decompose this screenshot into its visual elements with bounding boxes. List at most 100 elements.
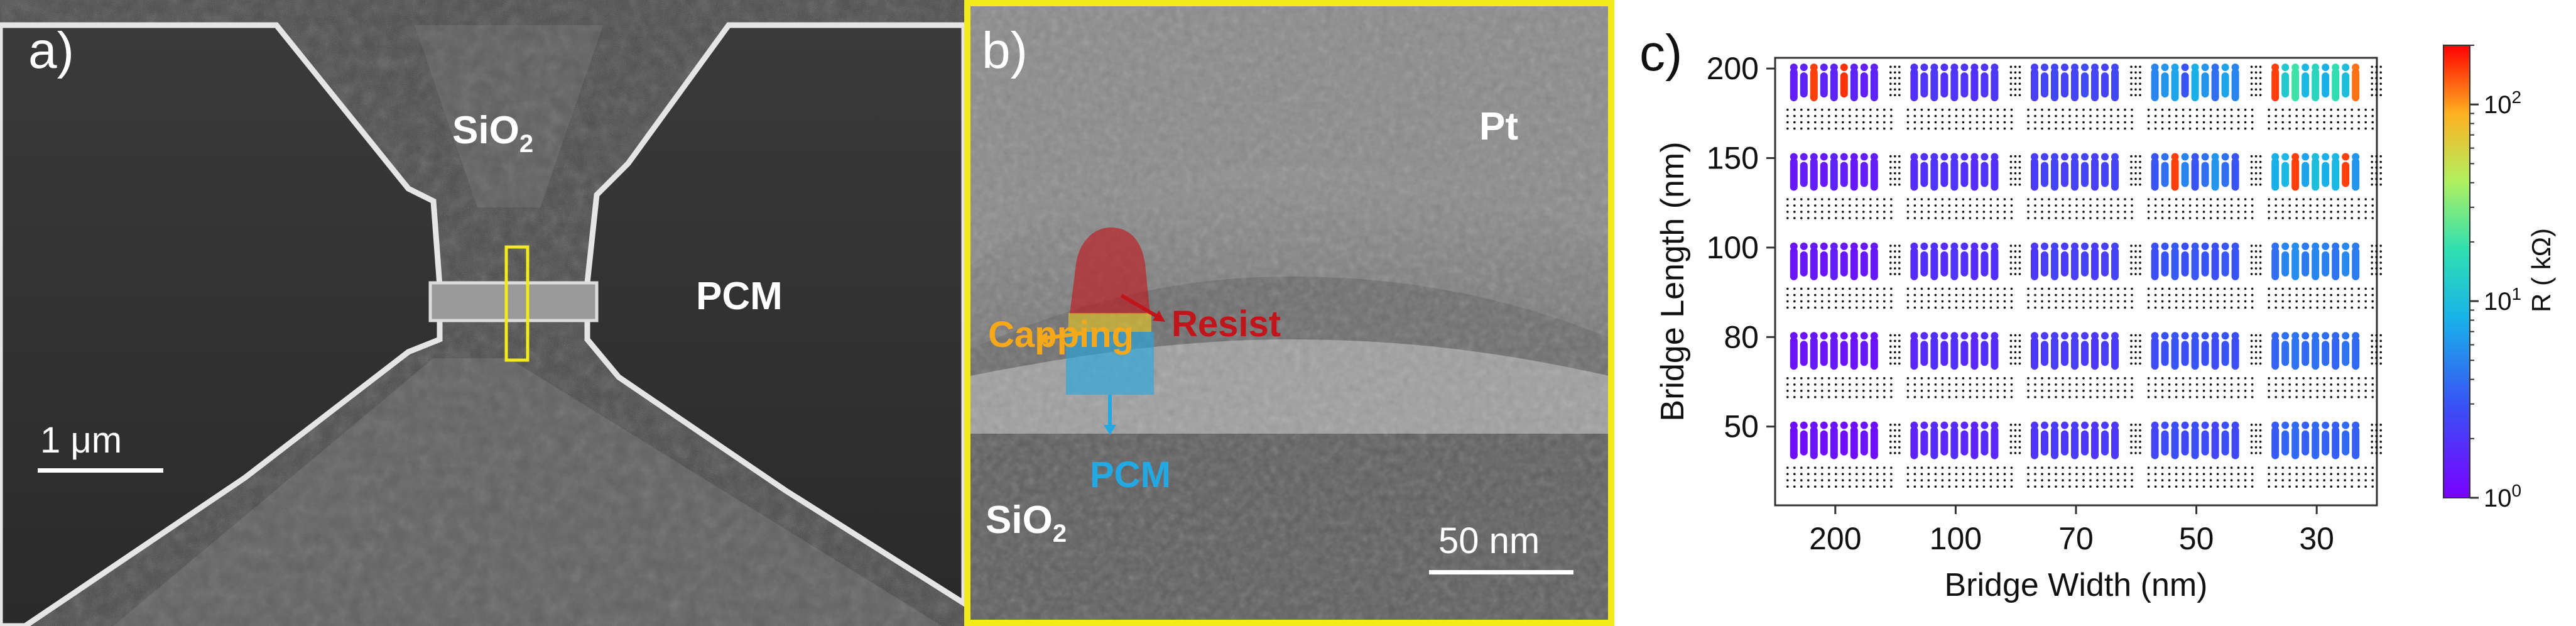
contact-dot	[2316, 485, 2318, 488]
contact-dot	[2182, 204, 2185, 207]
contact-dot	[1989, 383, 1992, 386]
contact-dot	[2250, 429, 2253, 432]
device-pad	[2171, 337, 2179, 370]
contact-dot	[2309, 306, 2312, 309]
contact-dot	[2371, 211, 2374, 213]
contact-dot	[2302, 114, 2305, 118]
contact-dot	[2117, 198, 2119, 200]
contact-dot	[2364, 389, 2367, 392]
contact-dot	[2009, 267, 2013, 270]
contact-dot	[2154, 204, 2157, 207]
contact-dot	[2161, 294, 2164, 297]
contact-dot	[2295, 389, 2298, 392]
contact-dot	[1975, 395, 1979, 398]
contact-dot	[1807, 389, 1810, 392]
device-pad	[2191, 426, 2199, 459]
contact-dot	[2209, 485, 2212, 488]
contact-dot	[1941, 294, 1944, 297]
contact-dot	[2295, 395, 2298, 398]
device-marker	[2151, 153, 2159, 161]
contact-dot	[2223, 127, 2226, 130]
left-contact-pad	[0, 22, 443, 626]
contact-dot	[1807, 211, 1810, 213]
contact-dot	[2027, 479, 2030, 481]
contact-dot	[2134, 356, 2137, 360]
contact-dot	[2302, 217, 2305, 219]
contact-dot	[2096, 395, 2099, 398]
contact-dot	[2379, 345, 2382, 348]
contact-dot	[2237, 217, 2240, 219]
contact-dot	[2027, 300, 2030, 303]
contact-dot	[2134, 429, 2137, 432]
device-pad	[2161, 251, 2169, 277]
device-group	[1906, 421, 2021, 488]
contact-dot	[1821, 389, 1823, 392]
contact-dot	[2188, 114, 2192, 118]
contact-dot	[2003, 485, 2006, 488]
contact-dot	[2075, 211, 2078, 213]
contact-dot	[2244, 121, 2247, 124]
contact-dot	[2375, 267, 2378, 270]
contact-dot	[1807, 306, 1810, 309]
contact-dot	[2250, 362, 2253, 365]
contact-dot	[2230, 204, 2233, 207]
contact-dot	[2302, 473, 2305, 475]
contact-dot	[2350, 485, 2353, 488]
contact-dot	[2009, 441, 2013, 443]
contact-dot	[1955, 287, 1958, 290]
device-pad	[2191, 247, 2199, 280]
contact-dot	[2161, 204, 2164, 207]
contact-dot	[2337, 211, 2339, 213]
contact-dot	[2161, 383, 2164, 386]
contact-dot	[1913, 287, 1916, 290]
contact-dot	[1894, 82, 1896, 85]
contact-dot	[2259, 183, 2262, 186]
contact-dot	[2254, 267, 2258, 270]
contact-dot	[2250, 441, 2253, 443]
contact-dot	[2139, 160, 2141, 163]
contact-dot	[2055, 294, 2057, 297]
contact-dot	[1927, 466, 1930, 469]
contact-dot	[2309, 204, 2312, 207]
contact-dot	[1849, 211, 1851, 213]
contact-dot	[2371, 429, 2373, 432]
device-pad	[2041, 430, 2048, 456]
contact-dot	[1821, 306, 1823, 309]
contact-dot	[2259, 446, 2262, 449]
device-pad	[1920, 162, 1928, 187]
contact-dot	[2009, 362, 2013, 365]
device-marker	[1860, 63, 1868, 72]
device-marker	[1991, 332, 1999, 340]
contact-dot	[2281, 383, 2284, 386]
contact-dot	[2344, 121, 2346, 124]
contact-dot	[1828, 306, 1830, 309]
contact-dot	[1842, 121, 1844, 124]
contact-dot	[2131, 389, 2133, 392]
device-pad	[1820, 341, 1828, 366]
contact-dot	[2195, 217, 2198, 219]
contact-dot	[1869, 473, 1872, 475]
contact-dot	[2375, 250, 2378, 253]
device-pad	[2312, 69, 2320, 102]
colorbar	[2443, 45, 2470, 498]
contact-dot	[1890, 294, 1893, 297]
contact-dot	[1821, 300, 1823, 303]
contact-dot	[1889, 267, 1892, 270]
contact-dot	[2330, 121, 2332, 124]
contact-dot	[2375, 441, 2378, 443]
contact-dot	[2259, 429, 2262, 432]
contact-dot	[2048, 300, 2050, 303]
contact-dot	[2103, 300, 2106, 303]
contact-dot	[2288, 211, 2291, 213]
contact-dot	[1849, 121, 1851, 124]
contact-dot	[1941, 466, 1944, 469]
contact-dot	[1934, 376, 1937, 380]
contact-dot	[2364, 294, 2367, 297]
contact-dot	[1989, 395, 1992, 398]
contact-dot	[2139, 177, 2141, 180]
contact-dot	[1793, 473, 1796, 475]
contact-dot	[2003, 300, 2006, 303]
contact-dot	[2209, 383, 2212, 386]
contact-dot	[2250, 435, 2253, 437]
contact-dot	[2009, 339, 2013, 343]
